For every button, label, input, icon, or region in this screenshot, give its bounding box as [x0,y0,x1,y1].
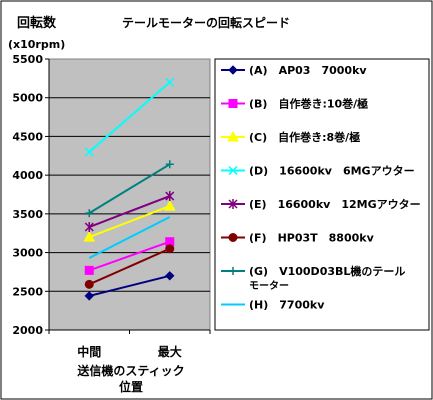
data-point [85,209,94,218]
series-b [84,237,175,275]
legend-swatch-marker [227,130,239,142]
legend-label: (D) 16600kv 6MGアウター [249,165,415,178]
data-point [84,222,94,233]
legend-label: (B) 自作巻き:10巻/極 [249,97,368,111]
legend-item-c: (C) 自作巻き:8巻/極 [221,130,360,144]
legend-label: (E) 16600kv 12MGアウター [249,198,421,211]
series-line [88,205,171,239]
y-axis-unit: (x10rpm) [8,38,65,51]
legend-item-a: (A) AP03 7000kv [221,64,367,77]
legend-swatch-marker [229,267,237,275]
legend-label: (C) 自作巻き:8巻/極 [249,130,360,144]
data-point [84,291,94,301]
legend-swatch-marker [228,65,238,75]
legend-label: (A) AP03 7000kv [249,64,367,77]
legend-label: (H) 7700kv [249,299,325,312]
legend-label: (G) V100D03BL機のテール [249,264,405,278]
plot-background [48,58,211,331]
series-line [88,195,171,228]
y-tick-label: 4500 [12,130,43,143]
series-f [84,244,175,289]
y-axis-title: 回転数 [17,15,57,31]
legend-item-h: (H) 7700kv [221,299,325,312]
legend-item-e: (E) 16600kv 12MGアウター [221,198,421,211]
data-point [165,244,175,254]
legend-label-wrap: モーター [249,280,289,292]
legend-swatch-marker [228,199,238,209]
legend-item-d: (D) 16600kv 6MGアウター [221,165,415,178]
legend-box [214,58,430,331]
y-tick-label: 2500 [12,285,43,298]
data-point [165,271,175,281]
chart-title: テールモーターの回転スピード [122,15,290,30]
series-line [88,247,171,286]
data-point [84,147,94,157]
data-point [84,279,94,289]
y-tick-label: 5500 [12,53,43,66]
legend-item-b: (B) 自作巻き:10巻/極 [221,97,368,111]
series-line [88,240,171,272]
data-point [163,200,176,211]
series-g [85,160,174,218]
data-point [84,265,94,275]
series-c [83,200,176,242]
data-point [165,77,175,87]
data-point [83,231,96,242]
legend-item-f: (F) HP03T 8800kv [221,232,375,245]
series-line [89,274,170,297]
y-tick-label: 3000 [12,247,43,260]
legend-swatch-marker [228,165,238,176]
y-tick-label: 5000 [12,92,43,105]
y-tick-label: 4000 [12,169,43,182]
axes: 2000 2500 3000 3500 4000 4500 5000 5500 中間 最大 [12,53,211,359]
data-point [165,191,175,202]
data-point [165,160,174,169]
series-a [84,271,175,301]
legend-label: (F) HP03T 8800kv [249,232,375,245]
plot-area [48,58,211,331]
series-line [88,81,171,153]
x-axis-title-line2: 位置 [119,379,143,394]
series-line [88,163,171,214]
legend-swatch-marker [228,99,238,108]
x-axis-title-line1: 送信機のスティック [76,363,184,378]
x-tick-label: 最大 [158,344,182,359]
series-line [88,216,171,259]
y-tick-label: 3500 [12,208,43,221]
series-e [84,191,175,233]
legend: (A) AP03 7000kv (B) 自作巻き:10巻/極 (C) 自作巻き:8巻… [214,58,430,331]
y-tick-label: 2000 [12,324,43,337]
x-tick-label: 中間 [77,344,101,359]
legend-swatch-marker [228,233,238,242]
series-h [88,216,171,259]
series-d [84,77,175,157]
